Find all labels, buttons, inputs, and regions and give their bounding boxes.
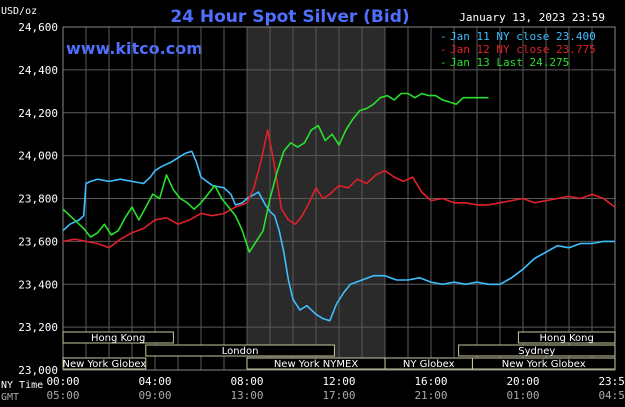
x-axis-label-gmt: GMT <box>1 392 19 403</box>
x-tick-label-ny: 08:00 <box>230 375 263 388</box>
session-bar <box>458 344 616 357</box>
series-line-3 <box>62 92 489 253</box>
session-bar <box>62 331 174 344</box>
series-line-1 <box>62 150 615 322</box>
y-unit-label: USD/oz <box>1 6 37 17</box>
x-tick-label-gmt: 01:00 <box>506 389 539 402</box>
session-label: Hong Kong <box>540 333 594 344</box>
y-tick-label: 23,600 <box>18 235 58 248</box>
plot-border <box>62 26 616 371</box>
y-tick-label: 23,200 <box>18 321 58 334</box>
session-bar <box>384 357 473 370</box>
x-tick-label-ny: 23:59 <box>598 375 625 388</box>
x-tick-label-gmt: 17:00 <box>322 389 355 402</box>
y-tick-label: 24,600 <box>18 21 58 34</box>
legend-entry: Jan 13 Last 24.275 <box>450 56 569 69</box>
session-label: NY Globex <box>403 359 455 370</box>
chart-date: January 13, 2023 23:59 <box>459 11 605 24</box>
y-tick-label: 24,400 <box>18 64 58 77</box>
x-tick-label-ny: 20:00 <box>506 375 539 388</box>
legend-entry: Jan 12 NY close 23.775 <box>450 43 596 56</box>
chart-title: 24 Hour Spot Silver (Bid) <box>170 7 409 27</box>
y-tick-label: 23,400 <box>18 278 58 291</box>
x-tick-label-ny: 00:00 <box>46 375 79 388</box>
x-tick-label-gmt: 21:00 <box>414 389 447 402</box>
x-tick-label-gmt: 09:00 <box>138 389 171 402</box>
y-tick-label: 24,200 <box>18 107 58 120</box>
x-tick-label-ny: 04:00 <box>138 375 171 388</box>
legend-marker: - <box>440 30 447 43</box>
legend-marker: - <box>440 56 447 69</box>
session-bar <box>145 344 335 357</box>
session-bar <box>517 331 616 344</box>
session-label: New York NYMEX <box>274 359 359 370</box>
x-tick-label-ny: 16:00 <box>414 375 447 388</box>
legend-marker: - <box>440 43 447 56</box>
session-label: London <box>222 346 259 357</box>
x-tick-label-gmt: 05:00 <box>46 389 79 402</box>
session-bar <box>62 357 147 370</box>
legend-entry: Jan 11 NY close 23.400 <box>450 30 596 43</box>
y-tick-label: 23,800 <box>18 193 58 206</box>
x-tick-label-gmt: 04:59 <box>598 389 625 402</box>
session-label: New York Globex <box>62 359 146 370</box>
session-label: New York Globex <box>502 359 586 370</box>
y-tick-label: 24,000 <box>18 150 58 163</box>
y-tick-label: 23,000 <box>18 364 58 377</box>
session-label: Sydney <box>518 346 555 357</box>
plot-area: 24,600 24,400 24,200 24,000 23,800 23,600 23,4… <box>1 21 625 403</box>
site-watermark: www.kitco.com <box>66 39 203 58</box>
session-label: Hong Kong <box>91 333 145 344</box>
x-tick-label-gmt: 13:00 <box>230 389 263 402</box>
x-axis-label-ny: NY Time <box>1 380 43 391</box>
x-tick-label-ny: 12:00 <box>322 375 355 388</box>
series-line-2 <box>62 129 616 249</box>
